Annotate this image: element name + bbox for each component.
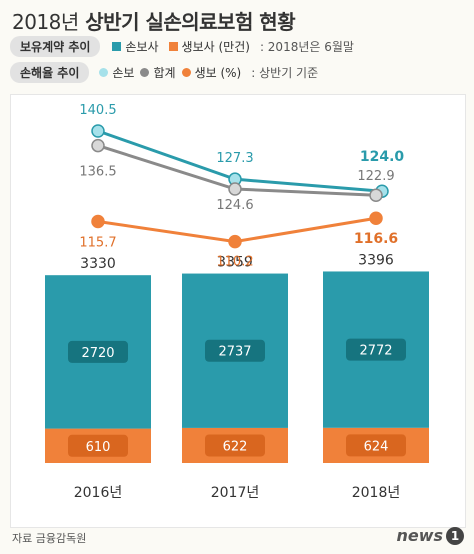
legend-item-life: 생보사 (만건) bbox=[181, 39, 250, 54]
legend-swatch-life bbox=[168, 41, 178, 51]
legend-item-nonlife: 손보사 bbox=[125, 39, 159, 54]
bar-life-label-1: 622 bbox=[223, 439, 248, 454]
legend-dot-nonlife bbox=[99, 67, 109, 77]
bar-life-label-bg-0 bbox=[68, 434, 128, 457]
bar-nonlife-label-bg-0 bbox=[68, 340, 128, 363]
line-label-0-1: 127.3 bbox=[216, 151, 253, 166]
x-tick-label-2: 2018년 bbox=[352, 485, 401, 501]
bar-total-label-1: 3359 bbox=[217, 255, 253, 271]
line-label-1-0: 136.5 bbox=[79, 165, 116, 180]
bar-life-label-2: 624 bbox=[364, 439, 389, 454]
legend-item-total: 합계 bbox=[153, 65, 176, 80]
line-point-0-0 bbox=[91, 124, 105, 138]
legend-item-life-ratio: 생보 (%) bbox=[194, 65, 242, 80]
chart-title: 2018년 상반기 실손의료보험 현황 bbox=[12, 6, 296, 35]
bar-nonlife-label-0: 2720 bbox=[81, 346, 114, 361]
chart-panel: 610 2720 3330 2016년 622 2737 3359 2017년 624 2772 3… bbox=[10, 94, 466, 528]
line-point-1-1 bbox=[228, 182, 242, 196]
bar-total-label-0: 3330 bbox=[80, 256, 116, 272]
logo-badge: 1 bbox=[446, 526, 464, 545]
legend-contracts: 보유계약 추이 손보사 생보사 (만건) : 2018년은 6월말 bbox=[10, 35, 354, 57]
line-label-2-2: 116.6 bbox=[354, 231, 398, 247]
line-point-2-1 bbox=[228, 234, 242, 249]
line-label-1-1: 124.6 bbox=[216, 198, 253, 213]
bar-life-label-bg-2 bbox=[346, 434, 406, 457]
line-label-1-2: 122.9 bbox=[357, 169, 394, 184]
legend-contracts-label: 보유계약 추이 bbox=[10, 35, 101, 57]
line-label-0-2: 124.0 bbox=[360, 149, 405, 165]
legend-loss-label: 손해율 추이 bbox=[10, 61, 90, 83]
bar-life-label-bg-1 bbox=[205, 434, 265, 457]
line-label-2-0: 115.7 bbox=[79, 236, 116, 251]
legend-loss-note: : 상반기 기준 bbox=[251, 65, 319, 80]
bar-nonlife-label-bg-1 bbox=[205, 339, 265, 362]
title-year: 2018년 bbox=[12, 10, 79, 34]
bar-life-label-0: 610 bbox=[86, 440, 111, 455]
bar-nonlife-label-1: 2737 bbox=[218, 345, 251, 360]
line-point-1-2 bbox=[369, 188, 383, 202]
bar-nonlife-label-bg-2 bbox=[346, 338, 406, 361]
line-label-0-0: 140.5 bbox=[79, 103, 116, 118]
chart-svg: 610 2720 3330 2016년 622 2737 3359 2017년 624 2772 3… bbox=[45, 103, 429, 501]
bar-total-label-2: 3396 bbox=[358, 252, 394, 268]
line-label-2-1: 110.2 bbox=[216, 255, 253, 270]
line-point-2-0 bbox=[91, 214, 105, 229]
x-tick-label-1: 2017년 bbox=[211, 485, 260, 501]
legend-swatch-nonlife bbox=[112, 41, 122, 51]
news1-logo: news 1 bbox=[396, 526, 464, 545]
legend-dot-life bbox=[181, 67, 191, 77]
legend-item-nonlife-ratio: 손보 bbox=[112, 65, 135, 80]
legend-dot-total bbox=[140, 67, 150, 77]
line-point-2-2 bbox=[369, 211, 383, 225]
bar-nonlife-label-2: 2772 bbox=[359, 344, 392, 359]
x-tick-label-0: 2016년 bbox=[74, 485, 123, 501]
source-note: 자료 금융감독원 bbox=[12, 532, 87, 545]
logo-text: news bbox=[396, 526, 443, 545]
legend-contracts-note: : 2018년은 6월말 bbox=[259, 39, 354, 54]
line-point-1-0 bbox=[91, 138, 105, 153]
legend-loss-ratio: 손해율 추이 손보 합계 생보 (%) : 상반기 기준 bbox=[10, 61, 319, 83]
title-main: 상반기 실손의료보험 현황 bbox=[85, 10, 296, 34]
